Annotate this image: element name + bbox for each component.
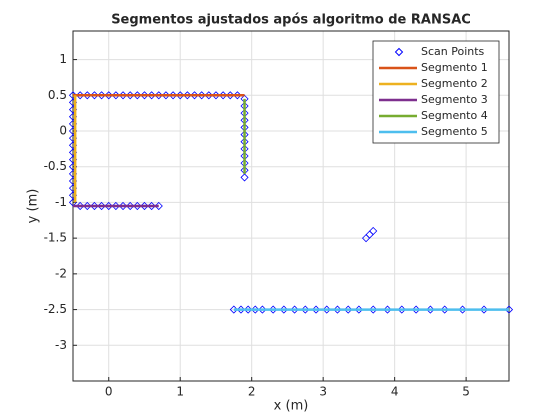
legend-label: Scan Points [421,45,485,58]
x-axis-label: x (m) [274,399,309,414]
legend-label: Segmento 5 [421,125,488,138]
y-tick-label: -2.5 [44,302,67,316]
legend-label: Segmento 2 [421,77,488,90]
legend-label: Segmento 4 [421,109,488,122]
x-tick-label: 0 [105,385,113,399]
x-tick-label: 3 [319,385,327,399]
y-tick-label: -0.5 [44,159,67,173]
scan-point [369,226,378,236]
y-tick-label: -1 [55,195,67,209]
legend-box [372,40,500,144]
y-tick-label: 0.5 [48,88,67,102]
x-tick-label: 2 [248,385,256,399]
y-tick-label: -1.5 [44,231,67,245]
scan-point [240,173,249,182]
y-tick-label: 0 [59,124,67,138]
x-tick-label: 4 [391,385,399,399]
x-tick-label: 5 [462,385,470,399]
y-tick-label: -2 [55,266,67,280]
legend-label: Segmento 3 [421,93,488,106]
legend-label: Segmento 1 [421,61,488,74]
legend-marker [394,47,404,57]
y-tick-label: 1 [59,52,67,66]
chart-title: Segmentos ajustados após algoritmo de RA… [111,13,471,28]
y-tick-label: -3 [55,338,67,352]
y-axis-label: y (m) [26,189,41,224]
x-tick-label: 1 [176,385,184,399]
